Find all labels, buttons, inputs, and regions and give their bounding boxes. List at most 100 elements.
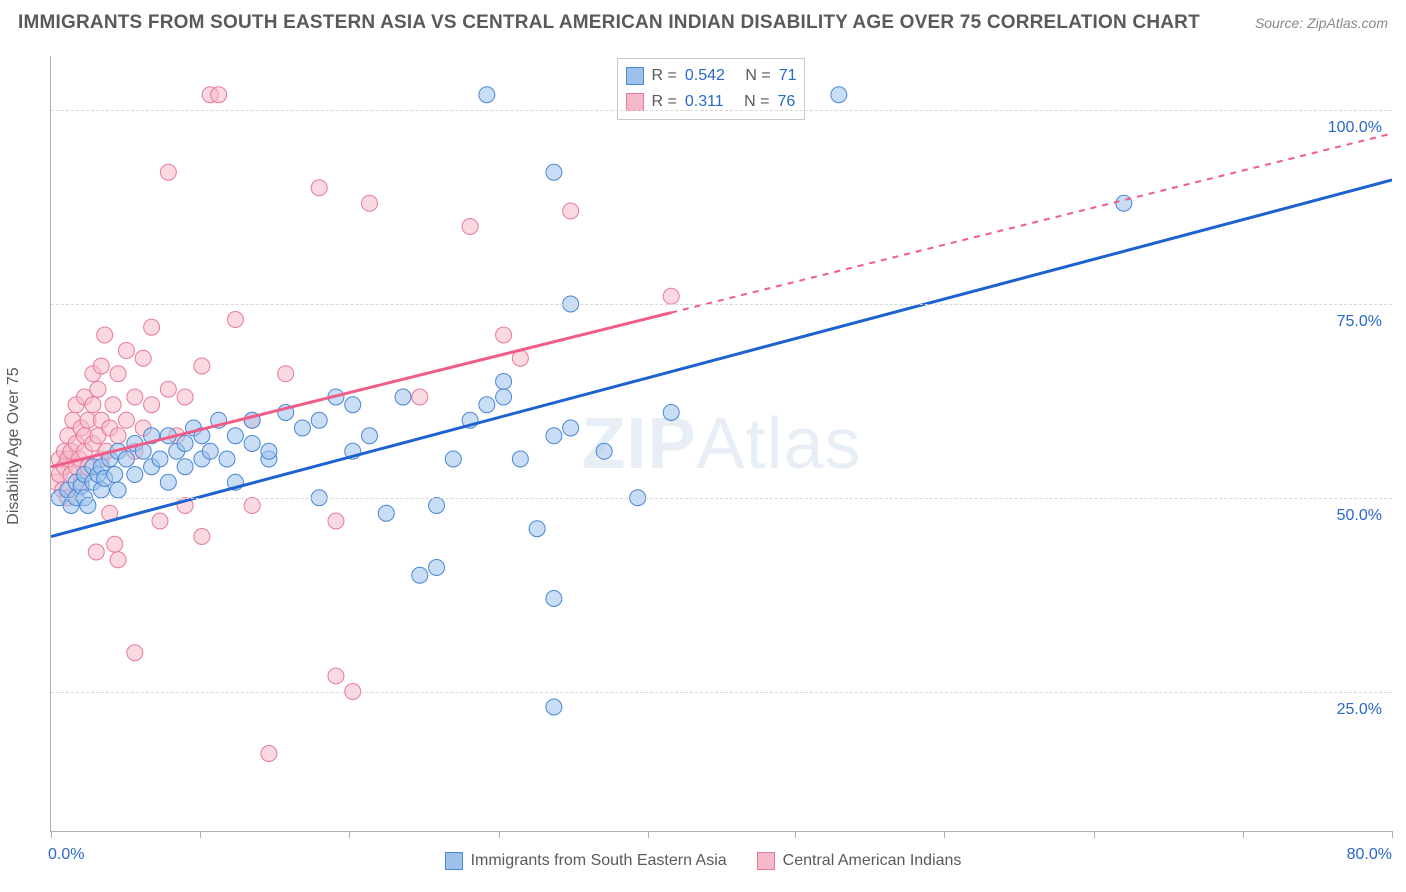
- legend-label-blue: Immigrants from South Eastern Asia: [471, 852, 727, 870]
- data-point: [110, 366, 126, 382]
- data-point: [211, 87, 227, 103]
- x-tick: [1243, 831, 1244, 838]
- data-point: [160, 474, 176, 490]
- data-point: [596, 443, 612, 459]
- r-value-blue: 0.542: [685, 63, 725, 89]
- data-point: [412, 567, 428, 583]
- data-point: [118, 412, 134, 428]
- data-point: [429, 560, 445, 576]
- data-point: [462, 219, 478, 235]
- data-point: [194, 529, 210, 545]
- gridline: [51, 110, 1392, 111]
- y-tick-label: 100.0%: [1328, 119, 1382, 137]
- data-point: [244, 498, 260, 514]
- data-point: [496, 374, 512, 390]
- data-point: [107, 467, 123, 483]
- n-label: N =: [745, 63, 770, 89]
- data-point: [118, 451, 134, 467]
- data-point: [160, 381, 176, 397]
- trend-line-dashed: [671, 134, 1392, 313]
- data-point: [152, 451, 168, 467]
- data-point: [378, 505, 394, 521]
- y-axis-title: Disability Age Over 75: [5, 367, 23, 524]
- data-point: [294, 420, 310, 436]
- stats-row-blue: R = 0.542 N = 71: [626, 63, 797, 89]
- data-point: [546, 591, 562, 607]
- gridline: [51, 304, 1392, 305]
- data-point: [328, 513, 344, 529]
- data-point: [93, 358, 109, 374]
- data-point: [144, 397, 160, 413]
- data-point: [663, 288, 679, 304]
- data-point: [118, 343, 134, 359]
- data-point: [479, 87, 495, 103]
- data-point: [512, 451, 528, 467]
- source-link[interactable]: ZipAtlas.com: [1307, 15, 1388, 31]
- data-point: [90, 381, 106, 397]
- data-point: [345, 397, 361, 413]
- x-tick: [51, 831, 52, 838]
- data-point: [97, 327, 113, 343]
- gridline: [51, 692, 1392, 693]
- data-point: [105, 397, 121, 413]
- data-point: [311, 412, 327, 428]
- data-point: [144, 319, 160, 335]
- data-point: [152, 513, 168, 529]
- legend-label-pink: Central American Indians: [783, 852, 962, 870]
- chart-svg: [51, 56, 1392, 831]
- swatch-pink-icon: [757, 852, 775, 870]
- data-point: [311, 180, 327, 196]
- data-point: [546, 428, 562, 444]
- data-point: [1116, 195, 1132, 211]
- y-tick-label: 75.0%: [1337, 313, 1382, 331]
- data-point: [529, 521, 545, 537]
- bottom-legend: Immigrants from South Eastern Asia Centr…: [0, 852, 1406, 870]
- x-tick: [1392, 831, 1393, 838]
- gridline: [51, 498, 1392, 499]
- data-point: [88, 544, 104, 560]
- swatch-blue-icon: [445, 852, 463, 870]
- x-tick: [648, 831, 649, 838]
- data-point: [135, 350, 151, 366]
- plot-area: ZIPAtlas R = 0.542 N = 71 R = 0.311 N = …: [50, 56, 1392, 832]
- data-point: [127, 389, 143, 405]
- data-point: [412, 389, 428, 405]
- swatch-blue-icon: [626, 67, 644, 85]
- source-label: Source:: [1255, 15, 1303, 31]
- chart-title: IMMIGRANTS FROM SOUTH EASTERN ASIA VS CE…: [18, 12, 1200, 34]
- data-point: [110, 552, 126, 568]
- x-tick: [200, 831, 201, 838]
- data-point: [127, 645, 143, 661]
- data-point: [177, 389, 193, 405]
- data-point: [395, 389, 411, 405]
- data-point: [429, 498, 445, 514]
- x-tick: [349, 831, 350, 838]
- data-point: [160, 164, 176, 180]
- x-tick: [795, 831, 796, 838]
- data-point: [219, 451, 235, 467]
- data-point: [244, 436, 260, 452]
- title-bar: IMMIGRANTS FROM SOUTH EASTERN ASIA VS CE…: [18, 12, 1388, 34]
- data-point: [261, 443, 277, 459]
- source-attribution: Source: ZipAtlas.com: [1255, 15, 1388, 31]
- data-point: [261, 746, 277, 762]
- data-point: [202, 443, 218, 459]
- data-point: [110, 428, 126, 444]
- trend-line: [51, 180, 1392, 537]
- data-point: [227, 428, 243, 444]
- legend-item-pink: Central American Indians: [757, 852, 962, 870]
- data-point: [563, 420, 579, 436]
- data-point: [445, 451, 461, 467]
- data-point: [177, 436, 193, 452]
- trend-line: [51, 313, 671, 467]
- swatch-pink-icon: [626, 93, 644, 111]
- x-tick: [944, 831, 945, 838]
- data-point: [85, 397, 101, 413]
- data-point: [177, 459, 193, 475]
- data-point: [110, 482, 126, 498]
- x-tick: [1094, 831, 1095, 838]
- data-point: [546, 699, 562, 715]
- data-point: [361, 428, 377, 444]
- data-point: [278, 366, 294, 382]
- data-point: [496, 327, 512, 343]
